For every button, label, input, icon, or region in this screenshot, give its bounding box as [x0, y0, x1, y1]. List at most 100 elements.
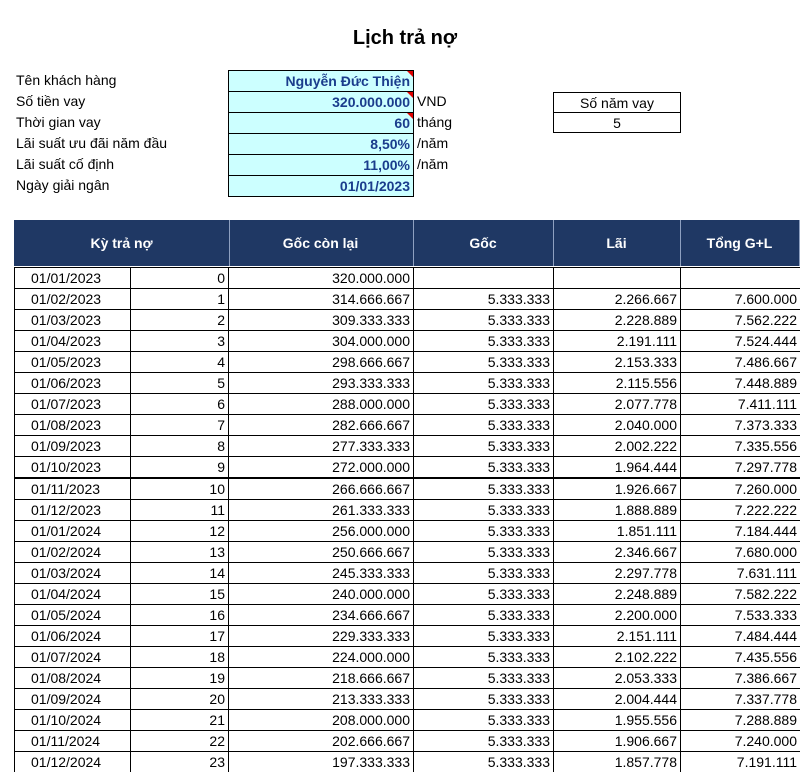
total-cell: 7.435.556 — [680, 646, 800, 668]
date-cell: 01/01/2024 — [14, 520, 131, 542]
remaining-cell: 266.666.667 — [228, 478, 414, 500]
total-cell: 7.533.333 — [680, 604, 800, 626]
total-cell: 7.386.667 — [680, 667, 800, 689]
total-cell: 7.582.222 — [680, 583, 800, 605]
period-cell: 12 — [130, 520, 229, 542]
period-cell: 2 — [130, 309, 229, 331]
interest-cell: 1.888.889 — [553, 499, 681, 521]
total-cell: 7.680.000 — [680, 541, 800, 563]
column-header: Gốc còn lại — [228, 220, 414, 266]
info-label: Tên khách hàng — [16, 72, 117, 88]
total-cell: 7.448.889 — [680, 372, 800, 394]
remaining-cell: 250.666.667 — [228, 541, 414, 563]
principal-cell: 5.333.333 — [413, 562, 554, 584]
total-cell: 7.600.000 — [680, 288, 800, 310]
date-cell: 01/02/2024 — [14, 541, 131, 563]
total-cell: 7.524.444 — [680, 330, 800, 352]
info-value: 01/01/2023 — [228, 175, 414, 197]
comment-marker — [407, 113, 413, 119]
remaining-cell: 272.000.000 — [228, 456, 414, 478]
column-header: Tổng G+L — [680, 220, 800, 266]
info-unit: /năm — [417, 156, 449, 172]
period-cell: 22 — [130, 730, 229, 752]
interest-cell: 1.964.444 — [553, 456, 681, 478]
interest-cell: 1.857.778 — [553, 751, 681, 772]
date-cell: 01/09/2023 — [14, 435, 131, 457]
period-cell: 3 — [130, 330, 229, 352]
interest-cell: 2.266.667 — [553, 288, 681, 310]
remaining-cell: 229.333.333 — [228, 625, 414, 647]
date-cell: 01/06/2024 — [14, 625, 131, 647]
title: Lịch trả nợ — [352, 27, 458, 49]
interest-cell: 2.004.444 — [553, 688, 681, 710]
remaining-cell: 320.000.000 — [228, 267, 414, 289]
principal-cell: 5.333.333 — [413, 351, 554, 373]
principal-cell: 5.333.333 — [413, 646, 554, 668]
info-value: Nguyễn Đức Thiện — [228, 70, 414, 92]
remaining-cell: 288.000.000 — [228, 393, 414, 415]
interest-cell: 2.151.111 — [553, 625, 681, 647]
period-cell: 8 — [130, 435, 229, 457]
interest-cell: 1.926.667 — [553, 478, 681, 500]
period-cell: 13 — [130, 541, 229, 563]
date-cell: 01/10/2023 — [14, 456, 131, 478]
info-label: Lãi suất ưu đãi năm đầu — [16, 135, 168, 151]
principal-cell: 5.333.333 — [413, 583, 554, 605]
principal-cell: 5.333.333 — [413, 730, 554, 752]
interest-cell: 2.102.222 — [553, 646, 681, 668]
principal-cell: 5.333.333 — [413, 499, 554, 521]
info-label: Số tiền vay — [16, 93, 86, 109]
total-cell: 7.191.111 — [680, 751, 800, 772]
interest-cell: 1.955.556 — [553, 709, 681, 731]
remaining-cell: 202.666.667 — [228, 730, 414, 752]
date-cell: 01/11/2023 — [14, 478, 131, 500]
principal-cell: 5.333.333 — [413, 478, 554, 500]
principal-cell: 5.333.333 — [413, 688, 554, 710]
remaining-cell: 234.666.667 — [228, 604, 414, 626]
date-cell: 01/05/2024 — [14, 604, 131, 626]
total-cell: 7.337.778 — [680, 688, 800, 710]
date-cell: 01/11/2024 — [14, 730, 131, 752]
principal-cell: 5.333.333 — [413, 393, 554, 415]
remaining-cell: 309.333.333 — [228, 309, 414, 331]
period-cell: 15 — [130, 583, 229, 605]
remaining-cell: 304.000.000 — [228, 330, 414, 352]
total-cell: 7.335.556 — [680, 435, 800, 457]
date-cell: 01/06/2023 — [14, 372, 131, 394]
side-box-header: Số năm vay — [553, 92, 681, 113]
interest-cell: 2.200.000 — [553, 604, 681, 626]
comment-marker — [407, 71, 413, 77]
total-cell: 7.184.444 — [680, 520, 800, 542]
interest-cell: 2.053.333 — [553, 667, 681, 689]
principal-cell: 5.333.333 — [413, 625, 554, 647]
info-label: Lãi suất cố định — [16, 156, 115, 172]
total-cell: 7.631.111 — [680, 562, 800, 584]
total-cell: 7.222.222 — [680, 499, 800, 521]
principal-cell: 5.333.333 — [413, 288, 554, 310]
column-header: Kỳ trả nợ — [14, 220, 230, 266]
total-cell: 7.373.333 — [680, 414, 800, 436]
date-cell: 01/04/2023 — [14, 330, 131, 352]
remaining-cell: 256.000.000 — [228, 520, 414, 542]
principal-cell: 5.333.333 — [413, 751, 554, 772]
info-value: 11,00% — [228, 154, 414, 176]
remaining-cell: 224.000.000 — [228, 646, 414, 668]
date-cell: 01/03/2024 — [14, 562, 131, 584]
interest-cell: 2.228.889 — [553, 309, 681, 331]
comment-marker — [407, 92, 413, 98]
interest-cell: 2.153.333 — [553, 351, 681, 373]
total-cell: 7.288.889 — [680, 709, 800, 731]
principal-cell: 5.333.333 — [413, 309, 554, 331]
interest-cell — [553, 267, 681, 289]
period-cell: 14 — [130, 562, 229, 584]
period-cell: 18 — [130, 646, 229, 668]
side-box-value: 5 — [553, 112, 681, 133]
period-cell: 20 — [130, 688, 229, 710]
period-cell: 16 — [130, 604, 229, 626]
date-cell: 01/03/2023 — [14, 309, 131, 331]
principal-cell: 5.333.333 — [413, 520, 554, 542]
period-cell: 11 — [130, 499, 229, 521]
principal-cell: 5.333.333 — [413, 330, 554, 352]
period-cell: 7 — [130, 414, 229, 436]
remaining-cell: 293.333.333 — [228, 372, 414, 394]
